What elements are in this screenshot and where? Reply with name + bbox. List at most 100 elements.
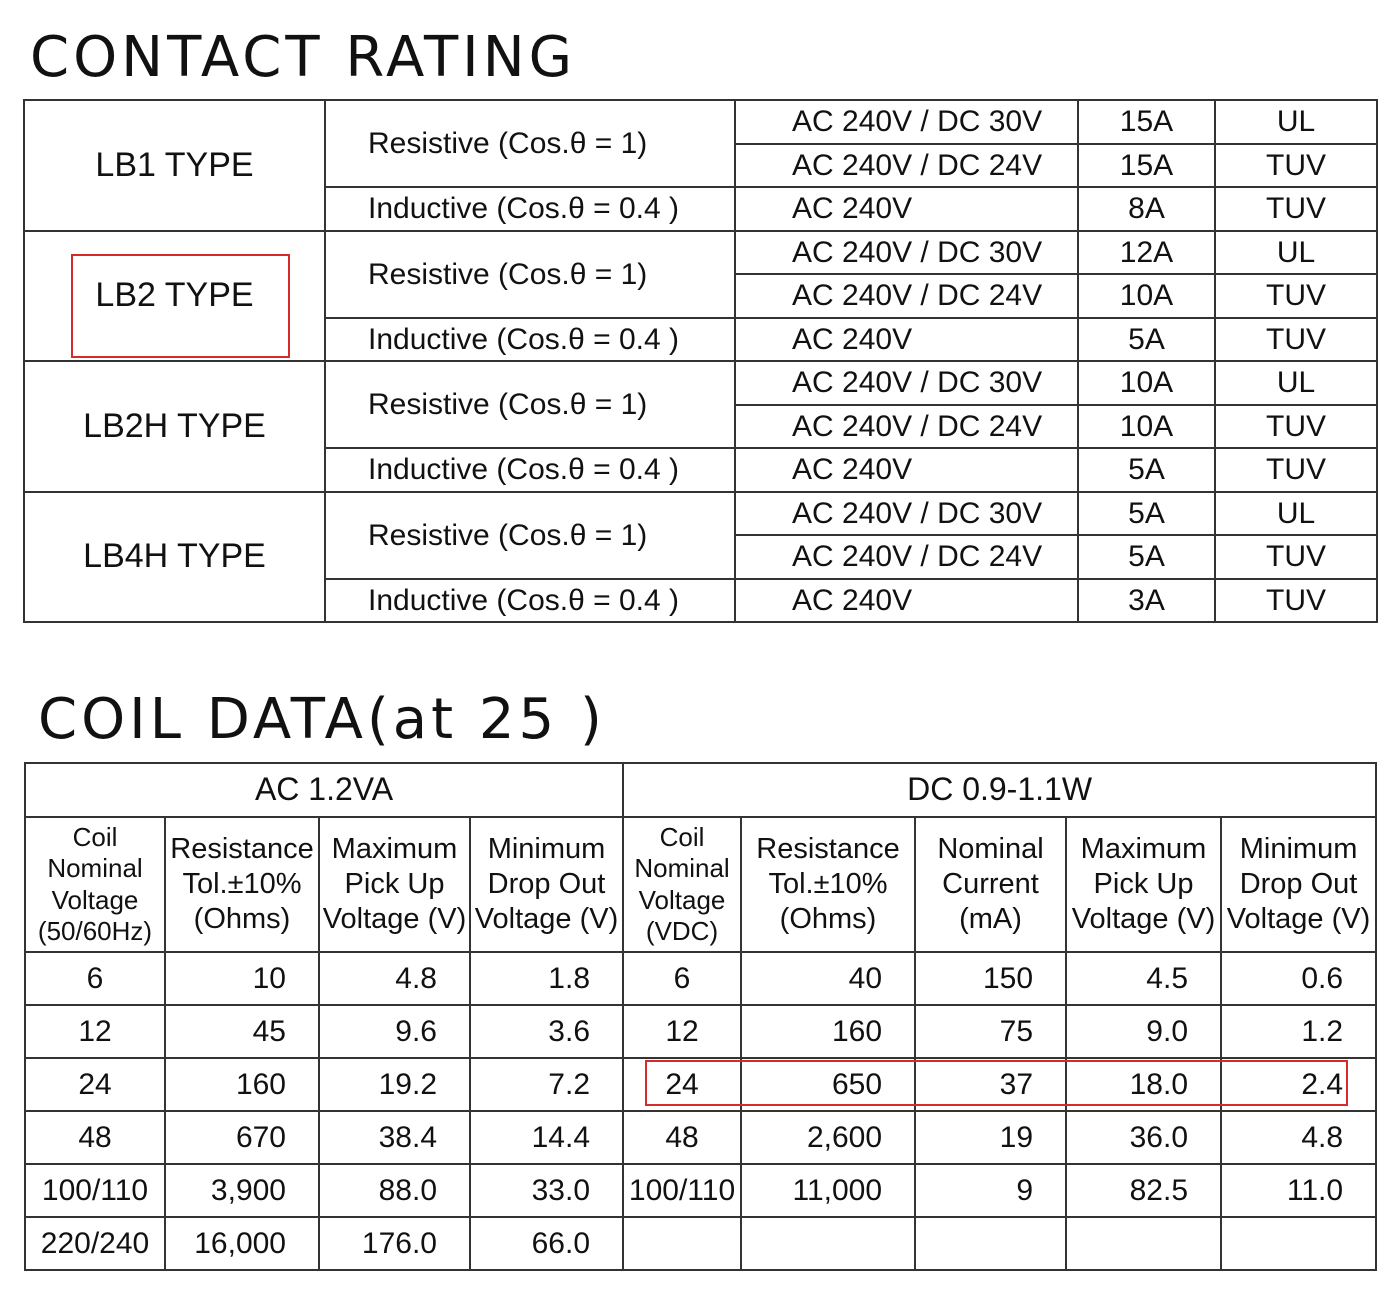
table-cell: 160	[740, 1004, 917, 1059]
contact-row: LB4H TYPE Resistive (Cos.θ = 1) AC 240V / …	[23, 490, 1378, 623]
table-cell: 9.0	[1065, 1004, 1223, 1059]
rated-voltage: AC 240V / DC 24V	[734, 142, 1079, 188]
rated-current: 10A	[1077, 360, 1216, 406]
table-cell: 2.4	[1220, 1057, 1378, 1112]
rated-current: 10A	[1077, 273, 1216, 319]
highlight-box-24v-dc-row	[645, 1060, 1348, 1106]
table-cell: 37	[914, 1057, 1068, 1112]
table-cell: 88.0	[318, 1163, 471, 1218]
coil-header-row: Coil Nominal Voltage (50/60Hz) Resistance…	[24, 816, 1378, 953]
rated-current: 5A	[1077, 534, 1216, 580]
table-cell: 4.8	[318, 951, 471, 1006]
contact-row: AC 240V / DC 24V 10A TUV	[24, 273, 1378, 319]
table-cell: 24	[622, 1057, 743, 1112]
relay-type: LB1 TYPE	[23, 99, 326, 232]
table-cell: 160	[164, 1057, 320, 1112]
contact-row: AC 240V / DC 24V 15A TUV	[24, 142, 1378, 188]
contact-row: Inductive (Cos.θ = 0.4 ) AC 240V 8A TUV	[24, 186, 1378, 232]
rated-current: 12A	[1077, 229, 1216, 275]
table-cell: 45	[164, 1004, 320, 1059]
table-row: 6 10 4.8 1.8 6 40 150 4.5 0.6	[24, 951, 1378, 1006]
table-cell	[740, 1216, 917, 1271]
rated-current: 5A	[1077, 316, 1216, 362]
table-cell: 66.0	[468, 1216, 625, 1271]
table-cell: 6	[24, 951, 166, 1006]
table-cell: 11.0	[1220, 1163, 1378, 1218]
approval-standard: TUV	[1214, 316, 1378, 362]
load-type-inductive: Inductive (Cos.θ = 0.4 )	[324, 186, 736, 232]
contact-row: Inductive (Cos.θ = 0.4 ) AC 240V 5A TUV	[24, 316, 1378, 362]
table-cell: 38.4	[318, 1110, 471, 1165]
table-cell	[1065, 1216, 1223, 1271]
contact-row: Inductive (Cos.θ = 0.4 ) AC 240V 5A TUV	[24, 447, 1378, 493]
approval-standard: TUV	[1214, 447, 1378, 493]
table-cell: 4.5	[1065, 951, 1223, 1006]
table-cell: 9	[914, 1163, 1068, 1218]
table-cell: 3,900	[164, 1163, 320, 1218]
table-cell: 176.0	[318, 1216, 471, 1271]
rated-voltage: AC 240V	[734, 577, 1079, 623]
relay-type: LB4H TYPE	[23, 490, 326, 623]
table-row: 220/240 16,000 176.0 66.0	[24, 1216, 1378, 1271]
rated-voltage: AC 240V / DC 24V	[734, 273, 1079, 319]
table-cell	[914, 1216, 1068, 1271]
approval-standard: TUV	[1214, 403, 1378, 449]
rated-voltage: AC 240V / DC 30V	[734, 99, 1079, 145]
column-header: Maximum Pick Up Voltage (V)	[318, 816, 471, 953]
contact-rating-table: LB1 TYPE Resistive (Cos.θ = 1) AC 240V / D…	[23, 99, 1378, 623]
relay-type: LB2 TYPE	[23, 229, 326, 362]
load-type-inductive: Inductive (Cos.θ = 0.4 )	[324, 447, 736, 493]
table-cell: 16,000	[164, 1216, 320, 1271]
table-cell: 12	[622, 1004, 743, 1059]
load-type-inductive: Inductive (Cos.θ = 0.4 )	[324, 316, 736, 362]
table-cell: 75	[914, 1004, 1068, 1059]
rated-voltage: AC 240V	[734, 447, 1079, 493]
table-cell: 6	[622, 951, 743, 1006]
column-header: Minimum Drop Out Voltage (V)	[1220, 816, 1378, 953]
table-cell: 12	[24, 1004, 166, 1059]
approval-standard: UL	[1214, 360, 1378, 406]
table-cell: 14.4	[468, 1110, 625, 1165]
rated-voltage: AC 240V / DC 30V	[734, 360, 1079, 406]
table-cell: 2,600	[740, 1110, 917, 1165]
table-cell: 19	[914, 1110, 1068, 1165]
contact-row: LB2 TYPE Resistive (Cos.θ = 1) AC 240V / D…	[23, 229, 1378, 362]
table-row: 12 45 9.6 3.6 12 160 75 9.0 1.2	[24, 1004, 1378, 1059]
contact-row: AC 240V / DC 24V 5A TUV	[24, 534, 1378, 580]
load-type-resistive: Resistive (Cos.θ = 1)	[324, 360, 736, 449]
contact-row: LB2H TYPE Resistive (Cos.θ = 1) AC 240V / …	[23, 360, 1378, 493]
table-cell: 670	[164, 1110, 320, 1165]
table-cell: 24	[24, 1057, 166, 1112]
relay-type: LB2H TYPE	[23, 360, 326, 493]
table-cell: 82.5	[1065, 1163, 1223, 1218]
table-cell: 1.2	[1220, 1004, 1378, 1059]
table-cell	[1220, 1216, 1378, 1271]
table-cell: 9.6	[318, 1004, 471, 1059]
table-cell: 36.0	[1065, 1110, 1223, 1165]
table-cell: 650	[740, 1057, 917, 1112]
table-row: 24 160 19.2 7.2 24 650 37 18.0 2.4	[24, 1057, 1378, 1112]
table-cell: 19.2	[318, 1057, 471, 1112]
table-cell: 100/110	[622, 1163, 743, 1218]
approval-standard: UL	[1214, 99, 1378, 145]
column-header: Nominal Current (mA)	[914, 816, 1068, 953]
load-type-resistive: Resistive (Cos.θ = 1)	[324, 99, 736, 188]
table-cell: 33.0	[468, 1163, 625, 1218]
ac-group-header: AC 1.2VA	[23, 762, 625, 818]
approval-standard: UL	[1214, 490, 1378, 536]
approval-standard: TUV	[1214, 534, 1378, 580]
rated-voltage: AC 240V	[734, 186, 1079, 232]
rated-voltage: AC 240V	[734, 316, 1079, 362]
rated-current: 10A	[1077, 403, 1216, 449]
table-cell: 40	[740, 951, 917, 1006]
table-cell: 100/110	[24, 1163, 166, 1218]
load-type-resistive: Resistive (Cos.θ = 1)	[324, 229, 736, 319]
table-cell: 150	[914, 951, 1068, 1006]
rated-voltage: AC 240V / DC 30V	[734, 229, 1079, 275]
table-cell	[622, 1216, 743, 1271]
rated-current: 5A	[1077, 447, 1216, 493]
table-cell: 18.0	[1065, 1057, 1223, 1112]
column-header: Resistance Tol.±10% (Ohms)	[740, 816, 917, 953]
contact-rating-title: CONTACT RATING	[30, 25, 576, 90]
column-header: Coil Nominal Voltage (50/60Hz)	[24, 816, 166, 953]
